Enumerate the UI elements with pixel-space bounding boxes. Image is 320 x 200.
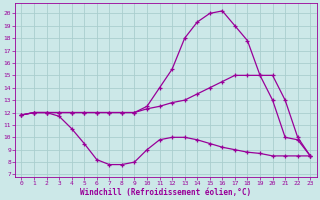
X-axis label: Windchill (Refroidissement éolien,°C): Windchill (Refroidissement éolien,°C) <box>80 188 252 197</box>
